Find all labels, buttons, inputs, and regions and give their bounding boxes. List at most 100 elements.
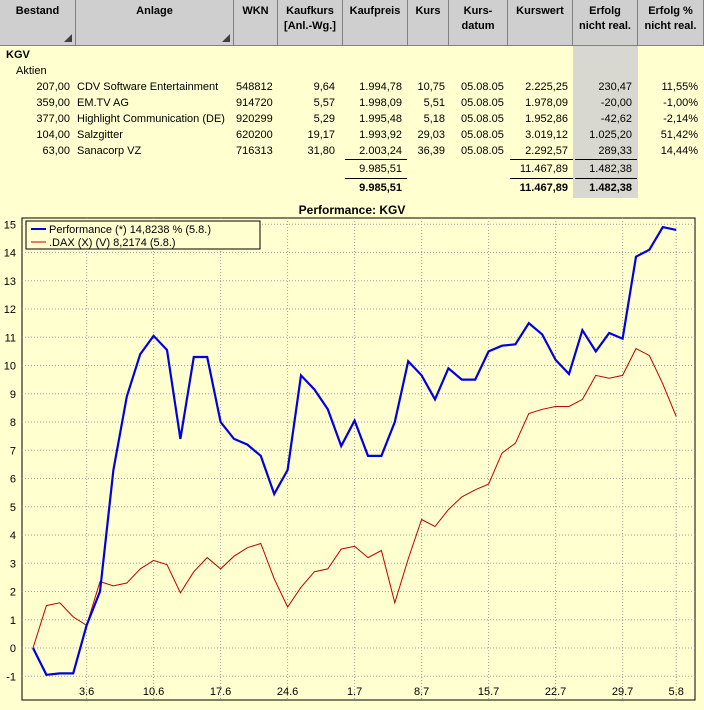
cell-wkn: 620200 (236, 129, 273, 141)
cell-anlage: CDV Software Entertainment (77, 81, 219, 93)
x-tick-label: 1.7 (347, 686, 362, 698)
total-erfolg: 1.482,38 (589, 182, 632, 194)
total-kurswert: 11.467,89 (519, 182, 568, 194)
group-label[interactable]: KGV (6, 49, 30, 61)
cell-erfolg: -42,62 (600, 113, 632, 125)
cell-bestand: 63,00 (42, 145, 70, 157)
x-tick-label: 5.8 (669, 686, 684, 698)
y-tick-label: 13 (4, 276, 16, 288)
sort-indicator-icon[interactable] (64, 34, 72, 42)
y-tick-label: 2 (10, 587, 16, 599)
cell-erfolg_pct: 14,44% (660, 145, 698, 157)
cell-kaufkurs: 5,57 (313, 97, 335, 109)
cell-erfolg: -20,00 (600, 97, 632, 109)
column-header-label: WKN (242, 5, 269, 17)
cell-kaufpreis: 2.003,24 (359, 145, 402, 157)
cell-wkn: 548812 (236, 81, 273, 93)
cell-erfolg_pct: 51,42% (660, 129, 698, 141)
subgroup-label[interactable]: Aktien (16, 65, 47, 77)
cell-kurs: 29,03 (417, 129, 445, 141)
cell-kurswert: 1.978,09 (525, 97, 568, 109)
column-header-label: Bestand (15, 5, 60, 17)
column-header-label: Kaufpreis (349, 5, 401, 17)
y-tick-label: 3 (10, 558, 16, 570)
y-tick-label: 4 (10, 530, 16, 542)
cell-datum: 05.08.05 (461, 97, 504, 109)
cell-bestand: 377,00 (36, 113, 70, 125)
total-kaufpreis: 9.985,51 (359, 182, 402, 194)
cell-wkn: 716313 (236, 145, 273, 157)
series-line-dax (32, 347, 677, 649)
column-header-1[interactable]: Anlage (76, 0, 234, 46)
cell-kaufkurs: 5,29 (313, 113, 335, 125)
sort-indicator-icon[interactable] (222, 34, 230, 42)
column-header-9[interactable]: Erfolg % nicht real. (638, 0, 704, 46)
y-tick-label: 11 (5, 332, 16, 344)
y-tick-label: 5 (10, 502, 16, 514)
cell-kaufpreis: 1.993,92 (359, 129, 402, 141)
cell-bestand: 359,00 (36, 97, 70, 109)
cell-bestand: 104,00 (36, 129, 70, 141)
erfolg-total-underline (575, 178, 637, 179)
cell-anlage: EM.TV AG (77, 97, 129, 109)
cell-kaufkurs: 31,80 (307, 145, 335, 157)
subtotal-kurswert: 11.467,89 (519, 163, 568, 175)
x-tick-label: 17.6 (210, 686, 231, 698)
performance-chart: Performance: KGV -1012345678910111213141… (0, 198, 704, 710)
cell-erfolg_pct: 11,55% (661, 81, 699, 93)
series-line-performance (32, 225, 677, 676)
cell-wkn: 914720 (236, 97, 273, 109)
cell-wkn: 920299 (236, 113, 273, 125)
chart-title: Performance: KGV (299, 203, 406, 217)
y-tick-label: 15 (4, 219, 16, 231)
subtotal-erfolg: 1.482,38 (589, 163, 632, 175)
legend-label-dax: .DAX (X) (V) 8,2174 (5.8.) (49, 237, 176, 249)
y-tick-label: 12 (4, 304, 16, 316)
y-tick-label: 10 (4, 361, 16, 373)
cell-anlage: Highlight Communication (DE) (77, 113, 225, 125)
erfolg-underline (575, 159, 637, 160)
x-tick-label: 10.6 (143, 686, 164, 698)
column-header-7[interactable]: Kurswert (508, 0, 573, 46)
column-header-5[interactable]: Kurs (408, 0, 449, 46)
x-tick-label: 15.7 (478, 686, 499, 698)
cell-erfolg_pct: -2,14% (663, 113, 698, 125)
cell-erfolg: 1.025,20 (589, 129, 632, 141)
legend-box (25, 220, 261, 250)
column-header-8[interactable]: Erfolg nicht real. (573, 0, 638, 46)
cell-kurswert: 3.019,12 (525, 129, 568, 141)
cell-kurswert: 2.292,57 (525, 145, 568, 157)
column-header-6[interactable]: Kurs- datum (449, 0, 508, 46)
cell-kurs: 5,18 (423, 113, 445, 125)
kaufpreis-total-underline (345, 178, 407, 179)
cell-kaufkurs: 19,17 (307, 129, 335, 141)
column-header-2[interactable]: WKN (234, 0, 278, 46)
x-tick-label: 3.6 (79, 686, 94, 698)
y-tick-label: 1 (10, 615, 16, 627)
cell-kaufpreis: 1.998,09 (359, 97, 402, 109)
column-header-4[interactable]: Kaufpreis (343, 0, 408, 46)
subtotal-kaufpreis: 9.985,51 (359, 163, 402, 175)
cell-datum: 05.08.05 (461, 129, 504, 141)
column-header-label: Kurs (415, 5, 441, 17)
y-tick-label: 7 (10, 445, 16, 457)
column-header-label: Kurswert (516, 5, 564, 17)
y-tick-label: 14 (4, 248, 16, 260)
kurswert-underline (510, 159, 573, 160)
column-header-0[interactable]: Bestand (0, 0, 76, 46)
column-header-label: Erfolg % nicht real. (644, 5, 697, 32)
cell-kurs: 5,51 (423, 97, 445, 109)
column-header-3[interactable]: Kaufkurs [Anl.-Wg.] (278, 0, 343, 46)
plot-area (21, 217, 696, 701)
cell-anlage: Salzgitter (77, 129, 123, 141)
cell-erfolg: 230,47 (598, 81, 632, 93)
cell-kaufkurs: 9,64 (313, 81, 335, 93)
kaufpreis-underline (345, 159, 407, 160)
legend: Performance (*) 14,8238 % (5.8.) .DAX (X… (25, 220, 261, 250)
y-tick-label: 0 (10, 643, 16, 655)
column-header-label: Erfolg nicht real. (579, 5, 631, 32)
cell-erfolg_pct: -1,00% (663, 97, 698, 109)
cell-kaufpreis: 1.995,48 (359, 113, 402, 125)
x-tick-label: 29.7 (612, 686, 633, 698)
cell-erfolg: 289,33 (598, 145, 632, 157)
